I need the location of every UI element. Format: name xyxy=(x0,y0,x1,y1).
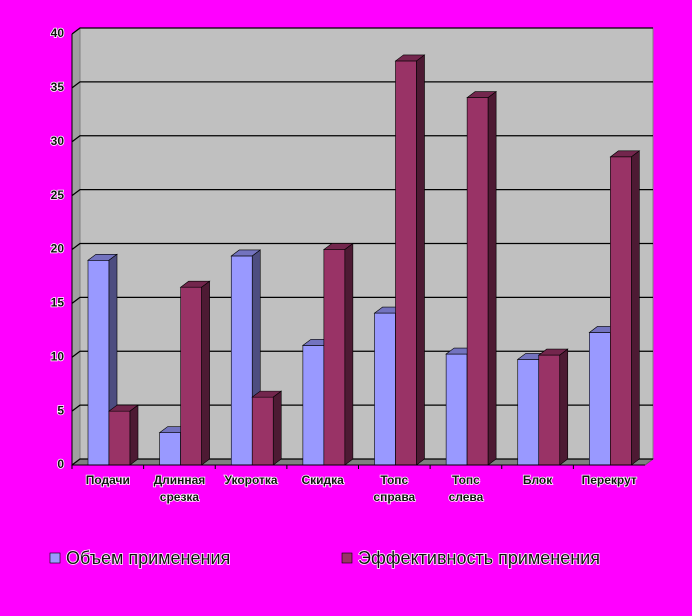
bar-side xyxy=(487,90,497,466)
bar-front xyxy=(302,345,325,466)
x-tick-label: Подачи xyxy=(86,473,130,487)
bar-front xyxy=(108,410,131,466)
legend-swatch xyxy=(49,552,61,564)
bar xyxy=(108,404,139,466)
grid-line xyxy=(71,189,653,197)
bar xyxy=(537,348,569,466)
bar-front xyxy=(374,312,396,466)
y-tick-label: 5 xyxy=(57,403,64,417)
y-tick-label: 25 xyxy=(51,188,65,202)
y-tick-label: 10 xyxy=(51,349,65,363)
bar-side xyxy=(631,150,640,466)
bar-side xyxy=(201,280,210,466)
y-tick-label: 35 xyxy=(51,80,65,94)
bar-front xyxy=(538,354,561,466)
bar-side xyxy=(559,348,569,466)
bar xyxy=(179,280,211,466)
grid-line xyxy=(71,27,653,35)
bar-front xyxy=(466,97,489,466)
bar-front xyxy=(230,255,253,466)
y-tick-label: 0 xyxy=(57,457,64,471)
bar-front xyxy=(180,286,202,466)
bar-side xyxy=(416,54,425,466)
x-tick-label: Длинная срезка xyxy=(154,473,206,504)
legend-label: Эффективность применения xyxy=(358,548,600,568)
bar-front xyxy=(517,359,540,466)
y-tick-label: 30 xyxy=(51,134,65,148)
grid-line xyxy=(71,296,653,304)
x-tick-label: Блок xyxy=(523,473,553,487)
x-tick-label: Топс справа xyxy=(373,473,415,504)
y-tick-label: 40 xyxy=(51,26,65,40)
grid-line xyxy=(71,135,653,143)
bar xyxy=(322,242,354,466)
bar-front xyxy=(395,60,417,466)
grid-line xyxy=(71,242,653,250)
bar-front xyxy=(323,249,346,466)
bar xyxy=(609,150,641,466)
bar-side xyxy=(344,242,354,466)
y-tick-label: 15 xyxy=(51,296,65,310)
bar-front xyxy=(159,432,181,466)
x-tick-label: Топс слева xyxy=(449,473,484,504)
bar-front xyxy=(87,259,110,466)
x-tick-label: Перекрут xyxy=(582,473,637,487)
bar-front xyxy=(445,353,468,466)
x-tick-label: Скидка xyxy=(302,473,345,487)
bar xyxy=(394,54,426,466)
bar-side xyxy=(129,404,139,466)
bar-front xyxy=(589,332,611,466)
legend-swatch xyxy=(341,552,353,564)
bar-front xyxy=(251,396,274,466)
y-tick-label: 20 xyxy=(51,242,65,256)
x-tick-label: Укоротка xyxy=(225,473,278,487)
bar-front xyxy=(610,156,632,466)
grid-line xyxy=(71,81,653,89)
bar xyxy=(466,90,498,466)
bar xyxy=(251,390,283,466)
legend-label: Объем применения xyxy=(66,548,230,568)
bar-side xyxy=(272,390,282,466)
